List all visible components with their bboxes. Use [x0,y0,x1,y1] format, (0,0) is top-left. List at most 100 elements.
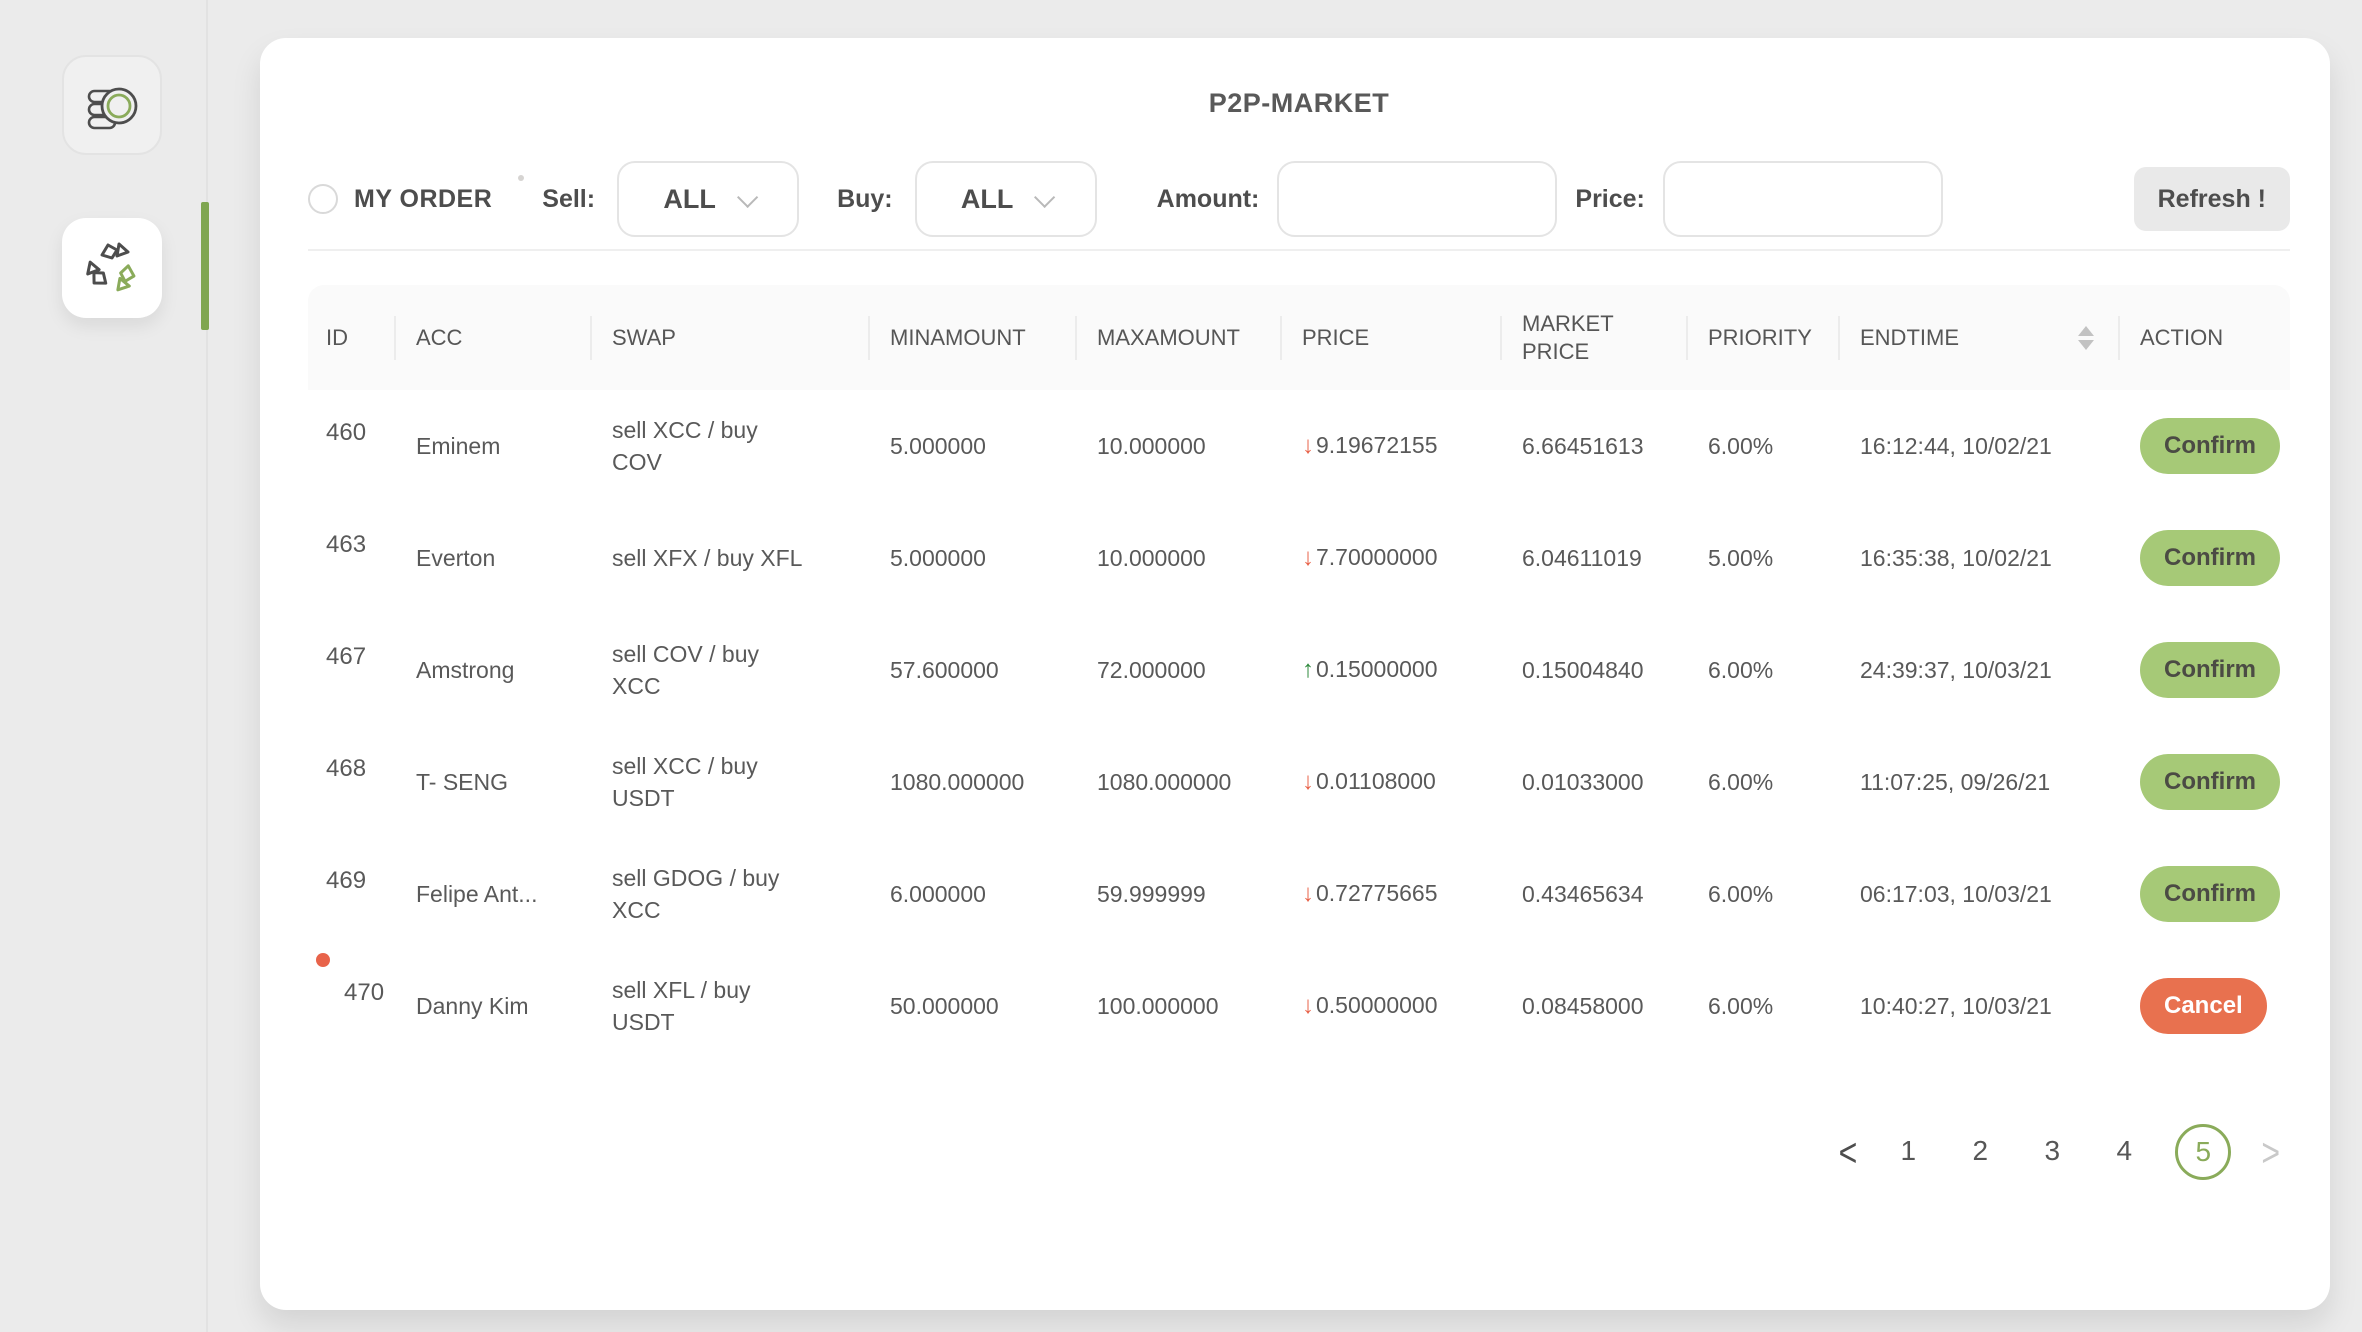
price-value: 0.72775665 [1316,880,1438,906]
minamount-cell: 50.000000 [890,992,999,1019]
endtime-cell: 10:40:27, 10/03/21 [1860,992,2052,1019]
table-row: 467 Amstrong sell COV / buy XCC 57.60000… [308,614,2290,726]
price-value: 0.15000000 [1316,656,1438,682]
page-number-3[interactable]: 3 [2044,1135,2061,1166]
priority-cell: 6.00% [1708,656,1774,683]
id-cell: 468 [308,755,400,796]
price-cell: ↓0.72775665 [1286,880,1506,908]
action-button[interactable]: Confirm [2140,530,2280,586]
price-cell: ↓0.50000000 [1286,992,1506,1020]
action-button[interactable]: Confirm [2140,642,2280,698]
coins-icon [83,76,141,134]
sort-ascending-icon [2078,325,2094,336]
id-cell: 469 [308,867,400,908]
pagination: < 1 2 3 4 5 > [308,1124,2290,1180]
price-value: 9.19672155 [1316,432,1438,458]
swap-cell-text: sell COV / buy XCC [612,640,759,699]
amount-input[interactable] [1277,161,1558,237]
swap-cell: sell GDOG / buy XCC [596,862,874,926]
row-id-value: 463 [326,531,367,558]
page-number-2[interactable]: 2 [1972,1135,1989,1166]
action-cell: Confirm [2124,866,2304,922]
table-row: 470 Danny Kim sell XFL / buy USDT 50.000… [308,950,2290,1062]
chevron-down-icon [736,186,759,208]
minamount-cell: 6.000000 [890,880,986,907]
action-button[interactable]: Confirm [2140,754,2280,810]
priority-cell: 6.00% [1708,880,1774,907]
priority-cell: 6.00% [1708,432,1774,459]
refresh-button[interactable]: Refresh ! [2133,167,2290,231]
priority-cell: 6.00% [1708,992,1774,1019]
market-price-cell: 0.01033000 [1522,768,1644,795]
action-button[interactable]: Cancel [2140,978,2267,1034]
sidebar-item-p2p-market[interactable] [62,218,162,318]
acc-cell: Danny Kim [416,992,529,1019]
action-cell: Confirm [2124,642,2304,698]
table-body: 460 Eminem sell XCC / buy COV 5.000000 1… [308,390,2290,1062]
buy-select-value: ALL [960,183,1014,214]
endtime-header-label: ENDTIME [1860,324,1959,350]
swap-cell-text: sell XCC / buy COV [612,416,758,475]
filter-bar: MY ORDER Sell: ALL Buy: ALL Amount: Pric… [308,161,2290,237]
col-header-id: ID [326,324,348,350]
page-title: P2P-MARKET [1208,88,1390,118]
market-price-cell: 0.15004840 [1522,656,1644,683]
recycle-swap-icon [83,239,141,297]
table-header-row: ID ACC SWAP MINAMOUNT MAXAMOUNT PRICE MA… [308,285,2290,390]
chevron-down-icon [1034,186,1056,208]
col-header-acc: ACC [400,324,596,352]
my-order-radio[interactable] [308,184,338,214]
swap-cell-text: sell XFL / buy USDT [612,976,751,1035]
endtime-cell: 16:12:44, 10/02/21 [1860,432,2052,459]
id-cell: 470 [308,953,400,1020]
price-value: 0.01108000 [1316,768,1436,794]
sort-endtime-control[interactable] [2078,325,2094,350]
acc-cell: T- SENG [416,768,509,795]
row-id-value: 460 [326,419,367,446]
priority-cell: 6.00% [1708,768,1774,795]
price-cell: ↓0.01108000 [1286,768,1506,796]
price-trend-icon: ↑ [1302,656,1314,683]
swap-cell-text: sell XFX / buy XFL [612,544,803,571]
buy-select[interactable]: ALL [914,161,1097,237]
price-trend-icon: ↓ [1302,992,1314,1019]
market-price-cell: 6.66451613 [1522,432,1644,459]
col-header-minamount: MINAMOUNT [874,324,1081,352]
price-input[interactable] [1662,161,1943,237]
filter-divider-dot [518,175,525,181]
acc-cell: Everton [416,544,496,571]
price-trend-icon: ↓ [1302,544,1314,571]
swap-cell: sell COV / buy XCC [596,638,874,702]
minamount-cell: 5.000000 [890,432,986,459]
swap-cell-text: sell GDOG / buy XCC [612,864,780,923]
action-cell: Confirm [2124,530,2304,586]
previous-page-icon[interactable]: < [1838,1129,1858,1175]
price-cell: ↑0.15000000 [1286,656,1506,684]
next-page-icon[interactable]: > [2261,1129,2280,1175]
page-number-5[interactable]: 5 [2175,1124,2232,1180]
orders-table: ID ACC SWAP MINAMOUNT MAXAMOUNT PRICE MA… [308,285,2290,1062]
action-cell: Confirm [2124,754,2304,810]
buy-label: Buy: [837,184,893,213]
col-header-price: PRICE [1286,324,1506,352]
action-button[interactable]: Confirm [2140,418,2280,474]
action-cell: Cancel [2124,978,2291,1034]
table-row: 468 T- SENG sell XCC / buy USDT 1080.000… [308,726,2290,838]
id-cell: 460 [308,419,400,460]
priority-cell: 5.00% [1708,544,1774,571]
swap-cell-text: sell XCC / buy USDT [612,752,758,811]
minamount-cell: 57.600000 [890,656,999,683]
sell-label: Sell: [542,184,596,213]
sell-select[interactable]: ALL [617,161,800,237]
page-number-4[interactable]: 4 [2116,1135,2133,1166]
price-cell: ↓7.70000000 [1286,544,1506,572]
sort-descending-icon [2078,339,2094,350]
row-id-value: 470 [344,979,385,1006]
sidebar-item-coins[interactable] [62,55,162,155]
page-number-1[interactable]: 1 [1900,1135,1917,1166]
table-row: 469 Felipe Ant... sell GDOG / buy XCC 6.… [308,838,2290,950]
price-trend-icon: ↓ [1302,432,1314,459]
table-row: 460 Eminem sell XCC / buy COV 5.000000 1… [308,390,2290,502]
action-button[interactable]: Confirm [2140,866,2280,922]
row-id-value: 468 [326,755,367,782]
